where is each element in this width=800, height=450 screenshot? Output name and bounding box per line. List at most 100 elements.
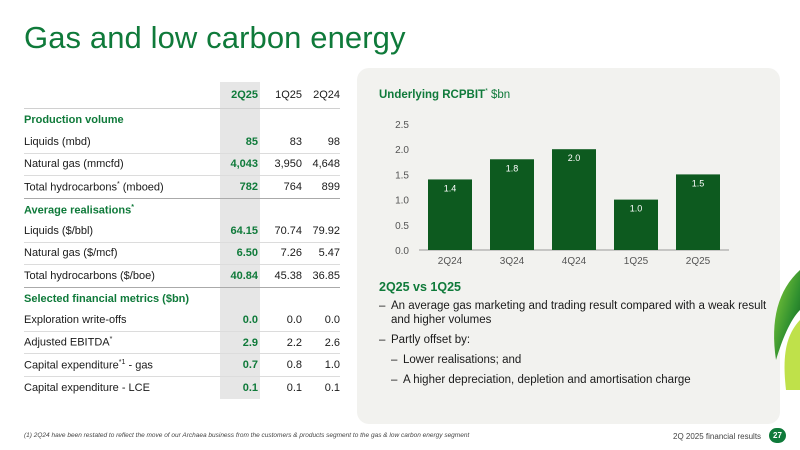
highlight-cell [220,109,260,132]
bullet-text: Lower realisations; and [403,354,522,366]
row-label: Liquids ($/bbl) [24,225,94,238]
row-label: Natural gas ($/mcf) [24,247,118,260]
comparison-title: 2Q25 vs 1Q25 [379,280,462,294]
cell-2q25: 0.0 [220,309,260,331]
chart-title-main: Underlying RCPBIT [379,88,486,101]
row-label: Total hydrocarbons ($/boe) [24,270,155,283]
table-header-row: 2Q25 1Q25 2Q24 [24,82,340,109]
y-tick-label: 2.0 [395,145,409,156]
footnote-mark: * [131,203,134,211]
y-tick-label: 2.5 [395,120,409,131]
comparison-bullets: – An average gas marketing and trading re… [379,299,769,393]
cell-1q25: 764 [283,181,302,194]
column-header-2q24: 2Q24 [313,89,340,101]
highlight-cell [220,288,260,310]
cell-2q24: 36.85 [312,270,340,283]
cell-1q25: 45.38 [274,270,302,283]
column-header-2q25: 2Q25 [220,82,260,108]
y-tick-label: 1.0 [395,196,409,207]
bullet-item: – Partly offset by: [379,333,769,347]
chart-panel: Underlying RCPBIT* $bn 0.0 0.5 1.0 1.5 2.0 2.… [357,68,780,424]
chart-title-unit: $bn [487,88,511,101]
y-tick-label: 1.5 [395,170,409,181]
cell-1q25: 0.0 [286,314,302,327]
bar-1q25 [614,199,658,250]
bar-value-label: 1.5 [692,178,705,188]
cell-2q25: 2.9 [220,331,260,354]
row-label: Liquids (mbd) [24,135,91,148]
page-number: 27 [769,428,786,443]
bullet-text: Partly offset by: [391,334,471,346]
cell-2q24: 0.1 [324,381,340,394]
cell-1q25: 70.74 [274,225,302,238]
column-header-1q25: 1Q25 [275,89,302,101]
bar-2q25 [676,174,720,250]
cell-1q25: 3,950 [274,158,302,171]
bar-4q24 [552,149,596,250]
cell-2q24: 0.0 [324,314,340,327]
row-label-suffix: - gas [125,359,153,372]
bar-value-label: 1.0 [630,204,643,214]
footnote-mark: * [116,180,120,188]
table-row: Natural gas ($/mcf) 6.50 7.26 5.47 [24,242,340,266]
bullet-item: – A higher depreciation, depletion and am… [379,373,769,387]
bullet-item: – Lower realisations; and [379,353,769,367]
y-tick-label: 0.0 [395,246,409,257]
section-heading-label: Production volume [24,114,124,127]
x-tick-label: 2Q24 [438,256,463,267]
x-tick-label: 2Q25 [686,256,711,267]
cell-2q25: 6.50 [220,242,260,265]
x-tick-label: 4Q24 [562,256,587,267]
bullet-dash: – [391,354,398,366]
cell-1q25: 0.8 [286,358,302,371]
x-tick-label: 3Q24 [500,256,525,267]
cell-2q24: 4,648 [312,158,340,171]
row-label: Adjusted EBITDA* [24,336,113,349]
row-label: Capital expenditure - LCE [24,381,150,394]
cell-1q25: 83 [289,135,302,148]
table-row: Liquids ($/bbl) 64.15 70.74 79.92 [24,220,340,243]
highlight-cell [220,199,260,221]
cell-2q25: 85 [220,131,260,153]
table-row: Capital expenditure*1 - gas 0.7 0.8 1.0 [24,354,340,377]
cell-1q25: 2.2 [286,336,302,349]
bullet-dash: – [379,300,386,312]
table-row: Natural gas (mmcfd) 4,043 3,950 4,648 [24,153,340,176]
cell-1q25: 0.1 [286,381,302,394]
row-label: Total hydrocarbons* (mboed) [24,180,164,194]
page-title: Gas and low carbon energy [24,20,406,55]
table-row: Liquids (mbd) 85 83 98 [24,131,340,154]
cell-2q24: 899 [321,181,340,194]
cell-2q25: 0.1 [220,376,260,399]
bullet-dash: – [391,374,398,386]
cell-2q24: 1.0 [324,358,340,371]
row-label: Exploration write-offs [24,314,127,327]
cell-2q25: 0.7 [220,354,260,376]
section-heading: Selected financial metrics ($bn) [24,287,340,310]
kpi-table: 2Q25 1Q25 2Q24 Production volume Liquids (mb… [24,82,340,399]
bar-value-label: 1.4 [444,183,457,193]
footnote-mark: * [109,336,113,344]
cell-2q25: 4,043 [220,153,260,175]
footnote: (1) 2Q24 have been restated to reflect t… [24,432,470,439]
bar-value-label: 1.8 [506,163,519,173]
cell-2q24: 5.47 [318,247,340,260]
footer-label: 2Q 2025 financial results [673,432,762,441]
bullet-text: An average gas marketing and trading res… [391,300,767,326]
row-label: Capital expenditure*1 - gas [24,358,153,372]
bar-2q24 [428,179,472,250]
decorative-leaf-graphic [774,270,800,390]
rcpbit-bar-chart: 0.0 0.5 1.0 1.5 2.0 2.5 1.4 2Q24 1.8 3Q24 2.0 4Q24 1… [395,120,729,267]
table-row: Exploration write-offs 0.0 0.0 0.0 [24,309,340,332]
section-heading-label: Average realisations* [24,203,134,217]
table-row: Total hydrocarbons* (mboed) 782 764 899 [24,175,340,199]
table-row: Adjusted EBITDA* 2.9 2.2 2.6 [24,331,340,355]
section-heading: Production volume [24,109,340,132]
bullet-text: A higher depreciation, depletion and amo… [403,374,691,386]
cell-1q25: 7.26 [280,247,302,260]
chart-title-footnote-mark: * [485,88,488,95]
cell-2q25: 64.15 [220,220,260,242]
cell-2q25: 782 [220,175,260,199]
bar-3q24 [490,159,534,250]
row-label: Natural gas (mmcfd) [24,158,124,171]
